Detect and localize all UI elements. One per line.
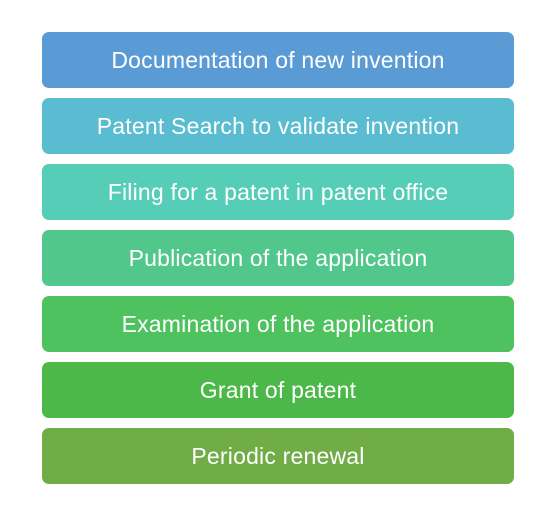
process-flow: Documentation of new invention Patent Se…: [42, 32, 514, 484]
step-patent-search: Patent Search to validate invention: [42, 98, 514, 154]
step-examination: Examination of the application: [42, 296, 514, 352]
step-renewal: Periodic renewal: [42, 428, 514, 484]
step-filing: Filing for a patent in patent office: [42, 164, 514, 220]
step-publication: Publication of the application: [42, 230, 514, 286]
step-documentation: Documentation of new invention: [42, 32, 514, 88]
step-grant: Grant of patent: [42, 362, 514, 418]
